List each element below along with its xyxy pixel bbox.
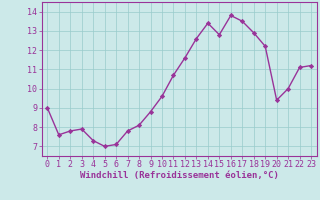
X-axis label: Windchill (Refroidissement éolien,°C): Windchill (Refroidissement éolien,°C) bbox=[80, 171, 279, 180]
